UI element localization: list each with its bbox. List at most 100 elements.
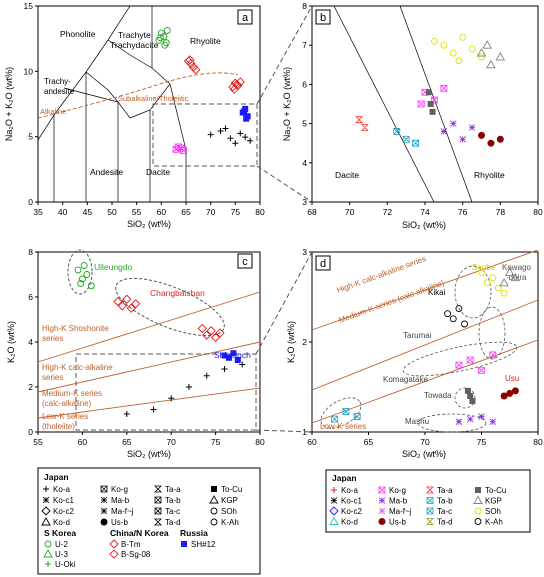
data-point: [78, 275, 86, 283]
x-tick-label: 75: [477, 437, 487, 447]
data-point: [440, 41, 448, 49]
data-point: [242, 134, 249, 141]
data-point: [122, 294, 132, 304]
y-tick-label: 2: [302, 337, 307, 347]
group-kawago: Kawago: [502, 263, 531, 272]
legend-right-label: Ko-a: [341, 486, 358, 495]
legend-china-label: B-Sg-08: [121, 550, 151, 559]
series-c-0: High-K Shoshonite: [42, 324, 109, 333]
y-tick-label: 2: [28, 382, 33, 392]
legend-left-label: Us-b: [111, 518, 128, 527]
legend-left-label: Ko-d: [53, 518, 70, 527]
group-komagatake: Komagatake: [383, 375, 428, 384]
group-towada: Towada: [424, 391, 452, 400]
y-tick-label: 5: [28, 132, 33, 142]
panel-a-points: [155, 27, 254, 154]
data-point: [131, 299, 141, 309]
legend-left-marker: [211, 486, 217, 492]
data-point: [478, 413, 485, 420]
x-tick-label: 60: [157, 207, 167, 217]
legend-right-marker: [378, 518, 386, 525]
legend-left-label: Ta-d: [165, 518, 181, 527]
y-tick-label: 5: [302, 119, 307, 129]
y-tick-label: 0: [28, 197, 33, 207]
data-point: [157, 29, 165, 37]
group-kikai: Kikai: [428, 288, 446, 297]
panel-a-yticks: 0 5 10 15: [24, 1, 38, 207]
data-point: [203, 372, 210, 379]
region-trachyte: Trachyte: [118, 30, 151, 40]
legend-right-label: Ko-g: [389, 486, 406, 495]
y-tick-label: 3: [302, 197, 307, 207]
data-point: [468, 124, 476, 131]
legend-left-label: Ta-a: [165, 485, 181, 494]
legend-right-japan-title: Japan: [332, 473, 357, 483]
legend-right-label: Us-b: [389, 518, 406, 527]
panel-b-ylabel: Na₂O + K₂O (wt%): [282, 67, 292, 141]
data-point: [486, 59, 496, 69]
data-point: [342, 408, 350, 415]
legend-right-marker: [426, 486, 434, 494]
data-point: [234, 357, 241, 363]
data-point: [461, 320, 468, 328]
legend-left-label: KGP: [221, 496, 238, 505]
data-point: [449, 120, 457, 127]
data-point: [478, 53, 485, 61]
legend-right-label: Ko-c2: [341, 507, 362, 516]
y-tick-label: 7: [302, 40, 307, 50]
x-tick-label: 65: [364, 437, 374, 447]
x-tick-label: 70: [206, 207, 216, 217]
data-point: [478, 269, 485, 277]
data-point: [429, 108, 436, 115]
data-point: [440, 128, 448, 135]
legend-left-skorea-title: S Korea: [44, 528, 76, 538]
legend-left-marker: [42, 496, 50, 504]
data-point: [455, 305, 463, 313]
x-tick-label: 55: [33, 437, 43, 447]
legend-right-marker: [473, 495, 483, 504]
legend-right-marker: [426, 507, 434, 515]
legend-left-marker: [41, 517, 51, 526]
legend-right-label: Ko-d: [341, 518, 358, 527]
data-point: [197, 323, 207, 334]
data-point: [77, 280, 85, 287]
data-point: [207, 131, 214, 138]
legend-left-label: Ma-b: [111, 496, 130, 505]
data-point: [430, 37, 438, 45]
data-point: [483, 279, 491, 287]
legend-skorea-label: U-Oki: [55, 560, 76, 569]
data-point: [504, 267, 515, 277]
data-point: [83, 271, 91, 278]
legend-russia-marker: [181, 541, 187, 547]
panel-a: a Phonolite Trachyte Trachydacite Rhyoli…: [4, 1, 265, 229]
data-point: [506, 389, 514, 397]
x-tick-label: 70: [345, 207, 355, 217]
panel-a-xticks: 35 40 45 50 55 60 65 70 75 80: [33, 202, 265, 217]
data-point: [123, 411, 130, 417]
panel-a-label: a: [242, 12, 249, 24]
data-point: [417, 100, 425, 108]
panel-b: b Dacite Rhyolite 68 70 72 74 76 78 80 345678 …: [282, 1, 543, 230]
y-tick-label: 15: [24, 1, 34, 11]
data-point: [499, 277, 509, 287]
legend-russia-label: SH#12: [191, 540, 216, 549]
x-tick-label: 50: [107, 207, 117, 217]
legend-left-label: K-Ah: [221, 518, 239, 527]
legend-right-frame: [325, 469, 531, 533]
data-point: [360, 124, 369, 131]
legend-left-japan-items: Ko-a Ko-g Ta-a To-Cu Ko-c1 Ma-b Ta-b KGP Ko-c2 Ma…: [41, 485, 242, 527]
zoom-connector-cd-1: [255, 251, 313, 355]
legend-skorea-label: U-3: [55, 550, 68, 559]
legend-left-label: To-Cu: [221, 485, 242, 494]
legend-left-marker: [210, 507, 218, 515]
y-tick-label: 8: [302, 1, 307, 11]
x-tick-label: 60: [307, 437, 317, 447]
panel-a-xlabel: SiO₂ (wt%): [127, 219, 171, 229]
data-point: [150, 406, 157, 413]
legend-left-marker: [154, 518, 162, 526]
data-point: [489, 418, 497, 425]
panel-b-yticks: 3 4 5 6 7 8: [302, 1, 312, 207]
legend-right-marker: [378, 507, 386, 515]
legend-right-label: K-Ah: [485, 518, 503, 527]
data-point: [180, 147, 187, 154]
